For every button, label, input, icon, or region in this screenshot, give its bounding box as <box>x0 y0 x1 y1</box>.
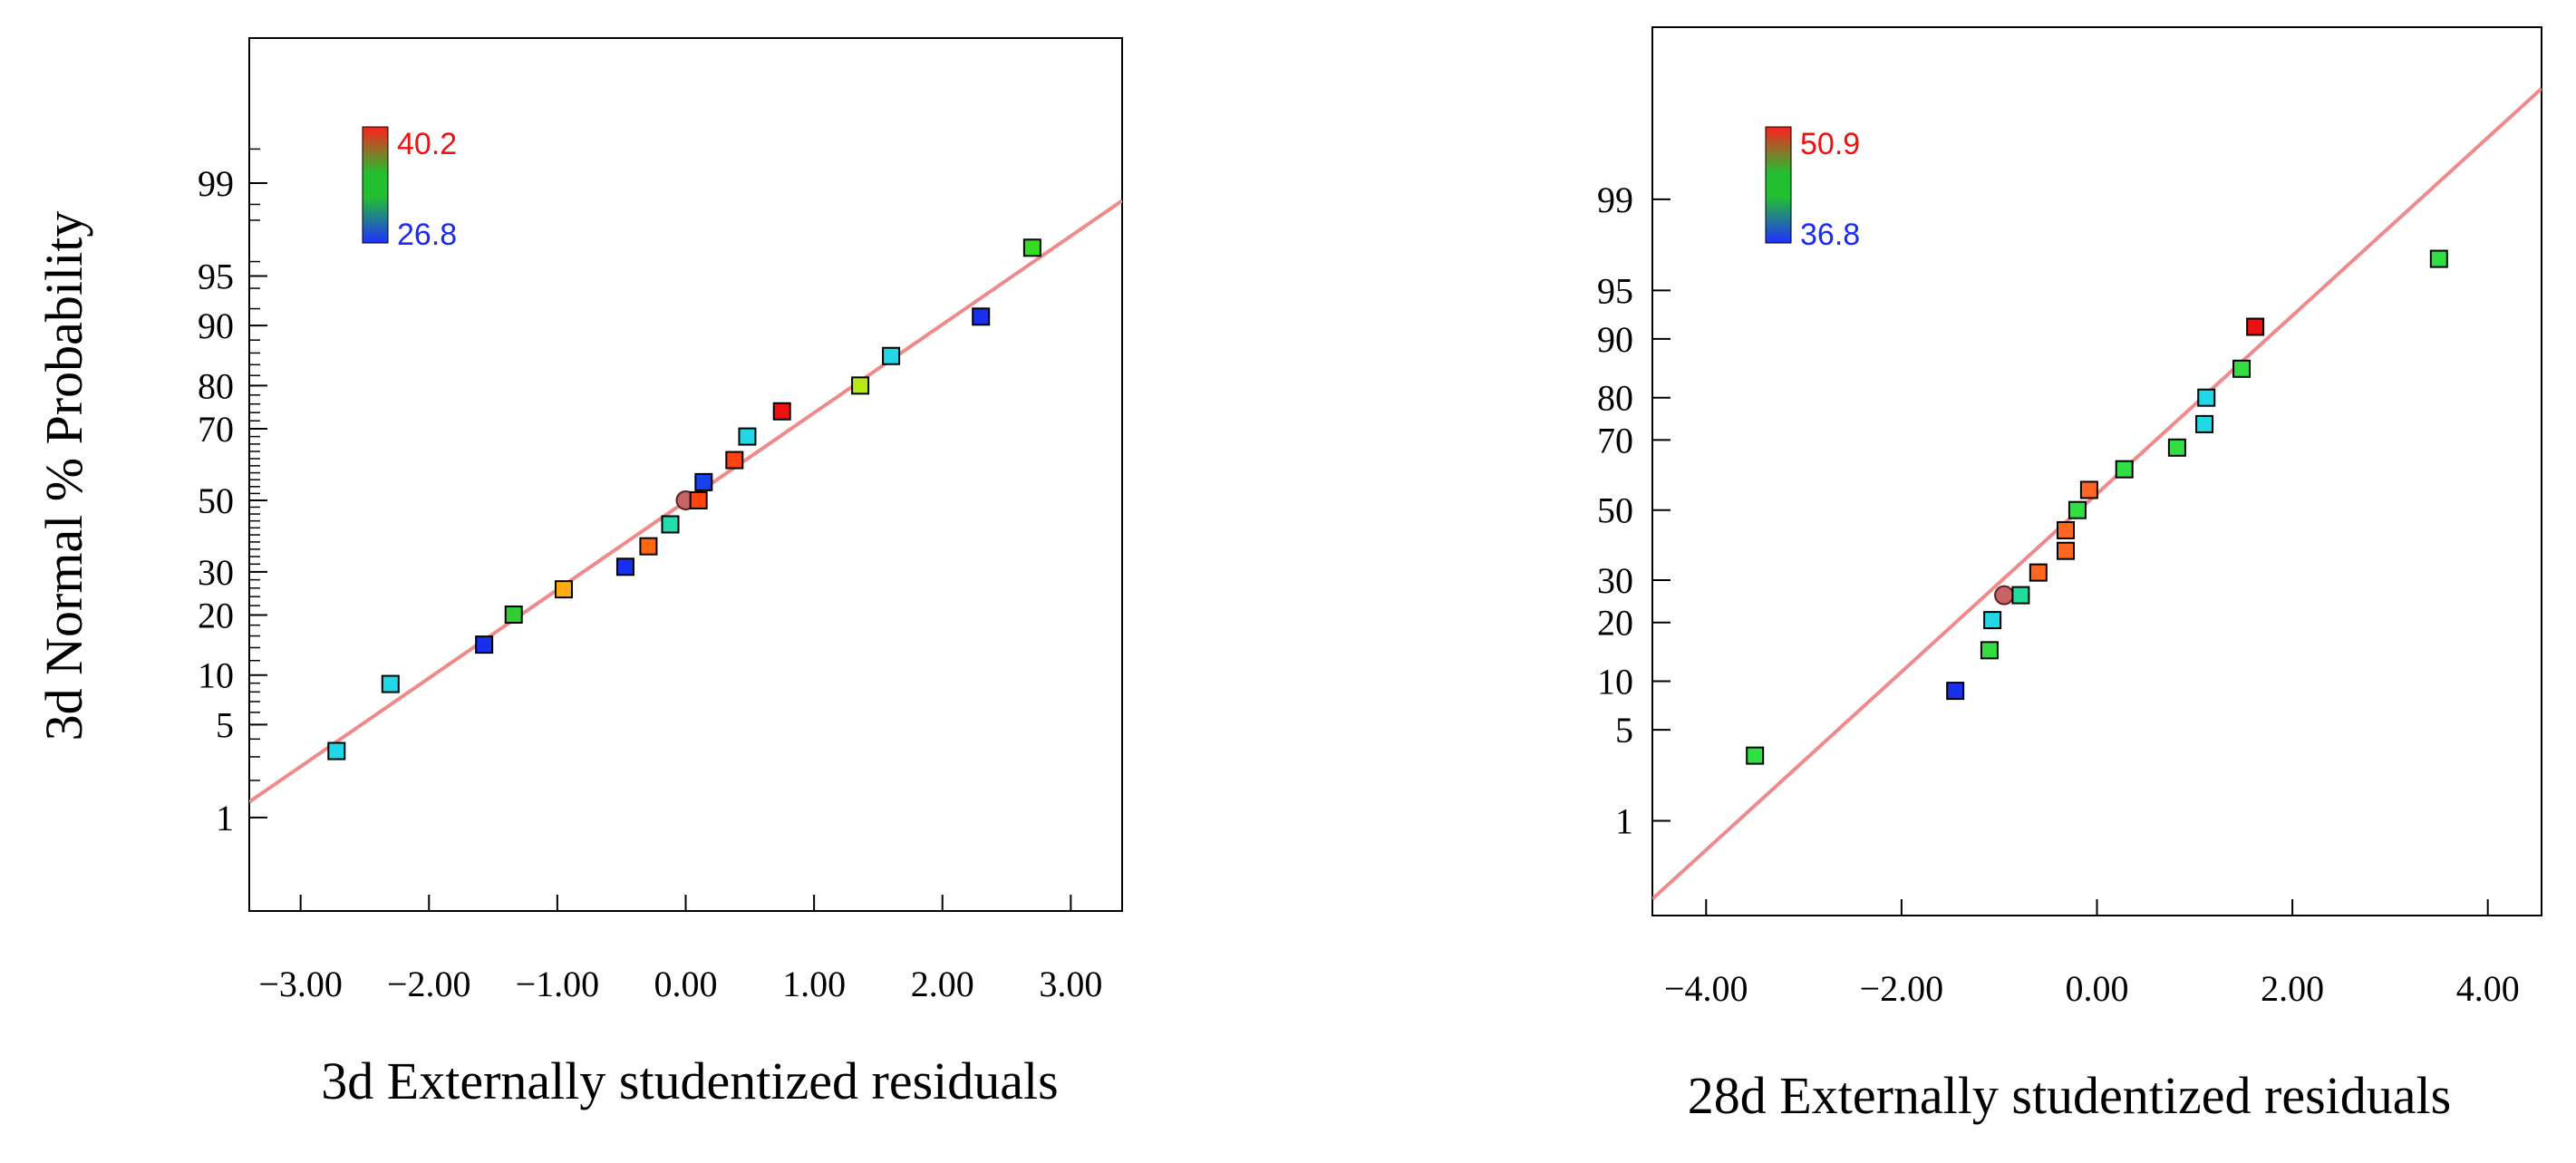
data-point <box>661 515 680 534</box>
y-tick-label: 5 <box>1615 710 1633 751</box>
data-point <box>639 537 658 556</box>
data-point <box>1983 611 2002 630</box>
x-axis-title: 3d Externally studentized residuals <box>321 1052 1058 1110</box>
color-legend-bar <box>362 126 389 244</box>
y-tick-label: 20 <box>1597 603 1633 644</box>
plot-frame <box>248 37 1123 912</box>
data-point <box>504 606 523 625</box>
x-tick-label: −3.00 <box>258 964 343 1004</box>
x-tick-label: −4.00 <box>1664 968 1748 1009</box>
y-tick-label: 30 <box>198 552 234 593</box>
x-tick-label: 2.00 <box>2261 968 2324 1009</box>
y-tick-label: 99 <box>198 163 234 204</box>
data-point <box>851 376 870 395</box>
data-points <box>1746 249 2448 765</box>
data-point <box>2232 359 2252 378</box>
x-axis-title: 28d Externally studentized residuals <box>1688 1066 2451 1125</box>
y-tick-label: 50 <box>1597 490 1633 531</box>
data-point <box>1980 641 1999 660</box>
data-point <box>327 741 346 761</box>
y-tick-label: 50 <box>198 480 234 521</box>
data-point <box>1946 682 1965 701</box>
y-tick-label: 95 <box>1597 270 1633 311</box>
x-tick-label: −2.00 <box>387 964 471 1004</box>
y-tick-label: 80 <box>1597 378 1633 419</box>
y-axis-title: 3d Normal % Probability <box>34 211 93 741</box>
y-tick-label: 20 <box>198 596 234 636</box>
y-tick-label: 1 <box>216 798 234 838</box>
data-point <box>2195 414 2214 433</box>
data-point <box>2079 480 2098 499</box>
data-point <box>2057 520 2076 539</box>
data-point-circle <box>1994 585 2015 606</box>
x-tick-label: −1.00 <box>516 964 600 1004</box>
x-tick-label: 0.00 <box>2066 968 2129 1009</box>
data-point <box>2115 460 2134 479</box>
data-point <box>2197 388 2216 407</box>
legend-max-label: 50.9 <box>1800 127 1860 161</box>
data-point <box>2167 438 2186 457</box>
color-legend-bar <box>1765 126 1792 244</box>
data-point <box>1746 746 1765 765</box>
x-tick-label: 4.00 <box>2456 968 2520 1009</box>
data-point <box>2429 249 2448 268</box>
y-tick-label: 95 <box>198 256 234 296</box>
data-point <box>554 580 573 599</box>
y-tick-label: 30 <box>1597 560 1633 601</box>
data-point <box>2057 541 2076 560</box>
legend-min-label: 36.8 <box>1800 218 1860 252</box>
y-tick-label: 5 <box>216 704 234 745</box>
data-point <box>381 674 400 693</box>
data-point <box>2246 317 2265 336</box>
data-point <box>1022 238 1041 257</box>
y-tick-label: 10 <box>198 655 234 696</box>
y-tick-label: 70 <box>1597 420 1633 460</box>
y-tick-label: 70 <box>198 409 234 450</box>
y-tick-label: 90 <box>198 305 234 346</box>
data-point <box>2011 586 2030 605</box>
y-tick-label: 1 <box>1615 800 1633 841</box>
y-tick-label: 10 <box>1597 662 1633 703</box>
data-point <box>972 307 991 326</box>
data-point <box>2068 500 2087 519</box>
data-point <box>689 490 708 509</box>
data-point <box>615 557 634 577</box>
x-tick-label: 0.00 <box>654 964 718 1004</box>
data-points <box>327 238 1041 761</box>
x-tick-label: −2.00 <box>1860 968 1944 1009</box>
y-tick-label: 90 <box>1597 319 1633 360</box>
x-tick-label: 2.00 <box>911 964 974 1004</box>
legend-min-label: 26.8 <box>397 218 457 252</box>
data-point <box>738 427 757 446</box>
data-point <box>882 346 901 365</box>
data-point <box>725 451 744 470</box>
x-tick-label: 1.00 <box>782 964 846 1004</box>
legend-max-label: 40.2 <box>397 127 457 161</box>
y-tick-label: 80 <box>198 365 234 406</box>
plot-frame <box>1651 26 2542 916</box>
data-point <box>772 402 791 421</box>
data-point <box>694 472 713 491</box>
data-point <box>475 635 494 654</box>
y-tick-label: 99 <box>1597 179 1633 220</box>
data-point <box>2029 563 2048 582</box>
x-tick-label: 3.00 <box>1039 964 1102 1004</box>
